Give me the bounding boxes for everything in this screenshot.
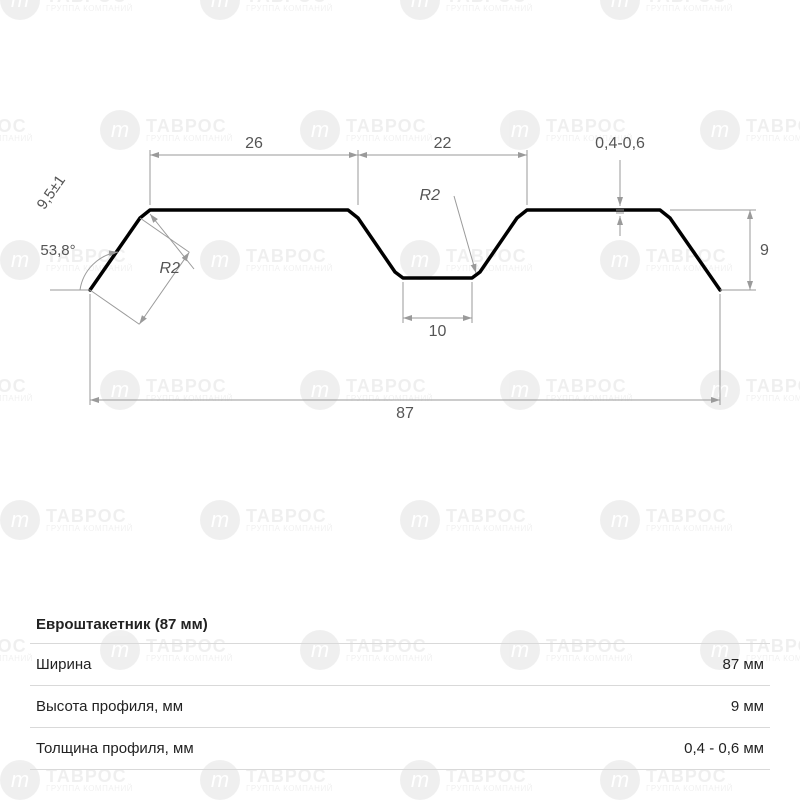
dim-label: 9 — [760, 242, 769, 259]
ext-line — [90, 290, 139, 324]
dim-label: R2 — [420, 187, 441, 204]
spec-row: Высота профиля, мм 9 мм — [30, 686, 770, 728]
spec-title: Евроштакетник (87 мм) — [30, 606, 770, 644]
dim-label: 26 — [245, 135, 263, 152]
dim-label: 0,4-0,6 — [595, 135, 645, 152]
spec-label: Высота профиля, мм — [36, 698, 183, 715]
spec-label: Ширина — [36, 656, 91, 673]
ext-line — [140, 218, 189, 252]
spec-table: Евроштакетник (87 мм) Ширина 87 мм Высота … — [30, 606, 770, 770]
spec-row: Ширина 87 мм — [30, 644, 770, 686]
dim-label: 53,8° — [40, 242, 75, 259]
spec-value: 0,4 - 0,6 мм — [684, 740, 764, 757]
dim-label: 9,5±1 — [34, 172, 69, 212]
dim-label: R2 — [160, 260, 181, 277]
diagram: 26 22 0,4-0,6 9 10 87 9,5±1 53,8° R2 R2 — [0, 0, 800, 540]
dim-label: 22 — [434, 135, 452, 152]
spec-value: 87 мм — [723, 656, 764, 673]
spec-label: Толщина профиля, мм — [36, 740, 194, 757]
spec-value: 9 мм — [731, 698, 764, 715]
dim-label: 10 — [429, 323, 447, 340]
profile-path — [90, 210, 720, 290]
leader — [454, 196, 476, 273]
spec-row: Толщина профиля, мм 0,4 - 0,6 мм — [30, 728, 770, 770]
dim-label: 87 — [396, 405, 414, 422]
